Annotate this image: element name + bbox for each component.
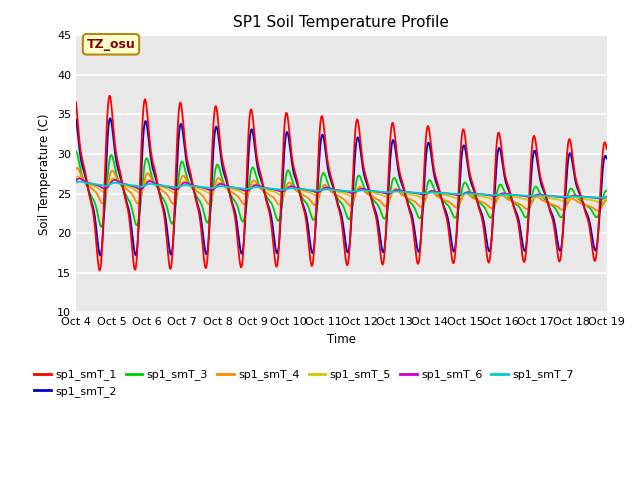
sp1_smT_2: [106, 115, 114, 121]
sp1_smT_5: [490, 196, 498, 202]
sp1_smT_5: [460, 191, 468, 197]
sp1_smT_4: [73, 165, 81, 171]
sp1_smT_1: [460, 129, 468, 134]
sp1_smT_1: [490, 182, 498, 188]
sp1_smT_6: [603, 194, 611, 200]
sp1_smT_1: [72, 99, 80, 105]
sp1_smT_2: [602, 154, 610, 160]
Line: sp1_smT_4: sp1_smT_4: [76, 168, 607, 211]
sp1_smT_5: [595, 199, 603, 204]
sp1_smT_5: [168, 189, 175, 194]
sp1_smT_2: [168, 251, 175, 256]
sp1_smT_2: [322, 148, 330, 154]
Title: SP1 Soil Temperature Profile: SP1 Soil Temperature Profile: [234, 15, 449, 30]
sp1_smT_1: [603, 146, 611, 152]
Line: sp1_smT_2: sp1_smT_2: [76, 118, 607, 255]
sp1_smT_7: [431, 190, 438, 195]
sp1_smT_3: [97, 224, 105, 229]
sp1_smT_4: [168, 199, 175, 205]
X-axis label: Time: Time: [327, 333, 356, 346]
Line: sp1_smT_3: sp1_smT_3: [76, 152, 607, 227]
sp1_smT_7: [598, 195, 605, 201]
sp1_smT_2: [97, 252, 104, 258]
sp1_smT_3: [460, 180, 468, 186]
sp1_smT_5: [72, 175, 80, 181]
sp1_smT_7: [603, 194, 611, 200]
sp1_smT_2: [490, 196, 498, 202]
Line: sp1_smT_6: sp1_smT_6: [76, 179, 607, 199]
sp1_smT_1: [168, 261, 175, 266]
sp1_smT_6: [168, 185, 175, 191]
sp1_smT_7: [602, 194, 610, 200]
sp1_smT_5: [321, 185, 329, 191]
sp1_smT_6: [596, 196, 604, 202]
sp1_smT_1: [322, 140, 330, 146]
sp1_smT_3: [603, 188, 611, 193]
sp1_smT_5: [74, 174, 82, 180]
Line: sp1_smT_5: sp1_smT_5: [76, 177, 607, 202]
sp1_smT_3: [431, 188, 438, 193]
sp1_smT_1: [96, 267, 104, 273]
sp1_smT_1: [431, 170, 438, 176]
sp1_smT_3: [602, 188, 610, 193]
sp1_smT_5: [431, 190, 438, 195]
Line: sp1_smT_1: sp1_smT_1: [76, 96, 607, 270]
sp1_smT_2: [603, 156, 611, 161]
sp1_smT_2: [460, 143, 468, 148]
sp1_smT_5: [603, 195, 611, 201]
sp1_smT_6: [602, 194, 610, 200]
sp1_smT_7: [460, 191, 468, 197]
sp1_smT_4: [602, 198, 610, 204]
sp1_smT_3: [72, 149, 80, 155]
sp1_smT_4: [431, 192, 438, 197]
sp1_smT_3: [168, 220, 175, 226]
sp1_smT_7: [168, 184, 175, 190]
sp1_smT_4: [72, 166, 80, 171]
sp1_smT_3: [490, 204, 498, 210]
sp1_smT_4: [594, 208, 602, 214]
sp1_smT_7: [76, 179, 84, 184]
sp1_smT_6: [76, 176, 83, 181]
Line: sp1_smT_7: sp1_smT_7: [76, 181, 607, 198]
sp1_smT_4: [490, 203, 498, 209]
sp1_smT_2: [431, 175, 438, 181]
sp1_smT_6: [321, 185, 329, 191]
sp1_smT_6: [431, 189, 438, 194]
sp1_smT_7: [490, 192, 498, 198]
sp1_smT_6: [490, 193, 498, 199]
sp1_smT_1: [602, 143, 610, 149]
sp1_smT_7: [72, 180, 80, 186]
sp1_smT_4: [321, 182, 329, 188]
sp1_smT_6: [460, 191, 468, 196]
sp1_smT_4: [603, 197, 611, 203]
Y-axis label: Soil Temperature (C): Soil Temperature (C): [38, 113, 51, 235]
sp1_smT_6: [72, 178, 80, 183]
sp1_smT_2: [72, 117, 80, 122]
sp1_smT_1: [106, 93, 113, 99]
sp1_smT_4: [460, 191, 468, 197]
sp1_smT_5: [602, 196, 610, 202]
sp1_smT_7: [321, 187, 329, 192]
Text: TZ_osu: TZ_osu: [86, 38, 136, 51]
Legend: sp1_smT_1, sp1_smT_2, sp1_smT_3, sp1_smT_4, sp1_smT_5, sp1_smT_6, sp1_smT_7: sp1_smT_1, sp1_smT_2, sp1_smT_3, sp1_smT…: [30, 365, 579, 401]
sp1_smT_3: [321, 173, 329, 179]
